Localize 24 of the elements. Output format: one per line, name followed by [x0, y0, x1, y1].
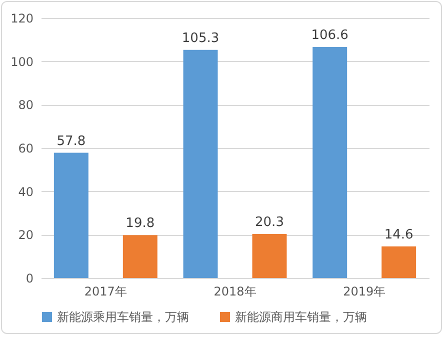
bar	[252, 234, 287, 278]
y-tick-label: 80	[18, 98, 34, 112]
y-tick-label: 20	[18, 228, 34, 242]
bar	[54, 152, 88, 278]
bar	[183, 50, 218, 278]
bar	[122, 235, 158, 278]
data-label: 106.6	[311, 28, 348, 44]
y-tick-label: 120	[10, 12, 34, 26]
data-label: 20.3	[255, 215, 284, 230]
y-tick-label: 100	[10, 54, 34, 69]
bar	[382, 246, 416, 278]
data-label: 19.8	[126, 216, 155, 232]
y-tick-label: 60	[18, 142, 34, 156]
bar	[312, 47, 348, 278]
data-label: 105.3	[182, 30, 220, 46]
x-tick-label: 2017年	[84, 284, 127, 298]
legend-label: 新能源乘用车销量，万辆	[57, 310, 189, 324]
data-label: 57.8	[56, 134, 86, 149]
x-tick-label: 2019年	[343, 284, 386, 298]
x-tick-label: 2018年	[214, 284, 256, 298]
data-label: 14.6	[384, 227, 414, 242]
y-tick-label: 0	[26, 272, 34, 286]
y-tick-label: 40	[18, 184, 34, 199]
legend-label: 新能源商用车销量，万辆	[235, 310, 367, 324]
